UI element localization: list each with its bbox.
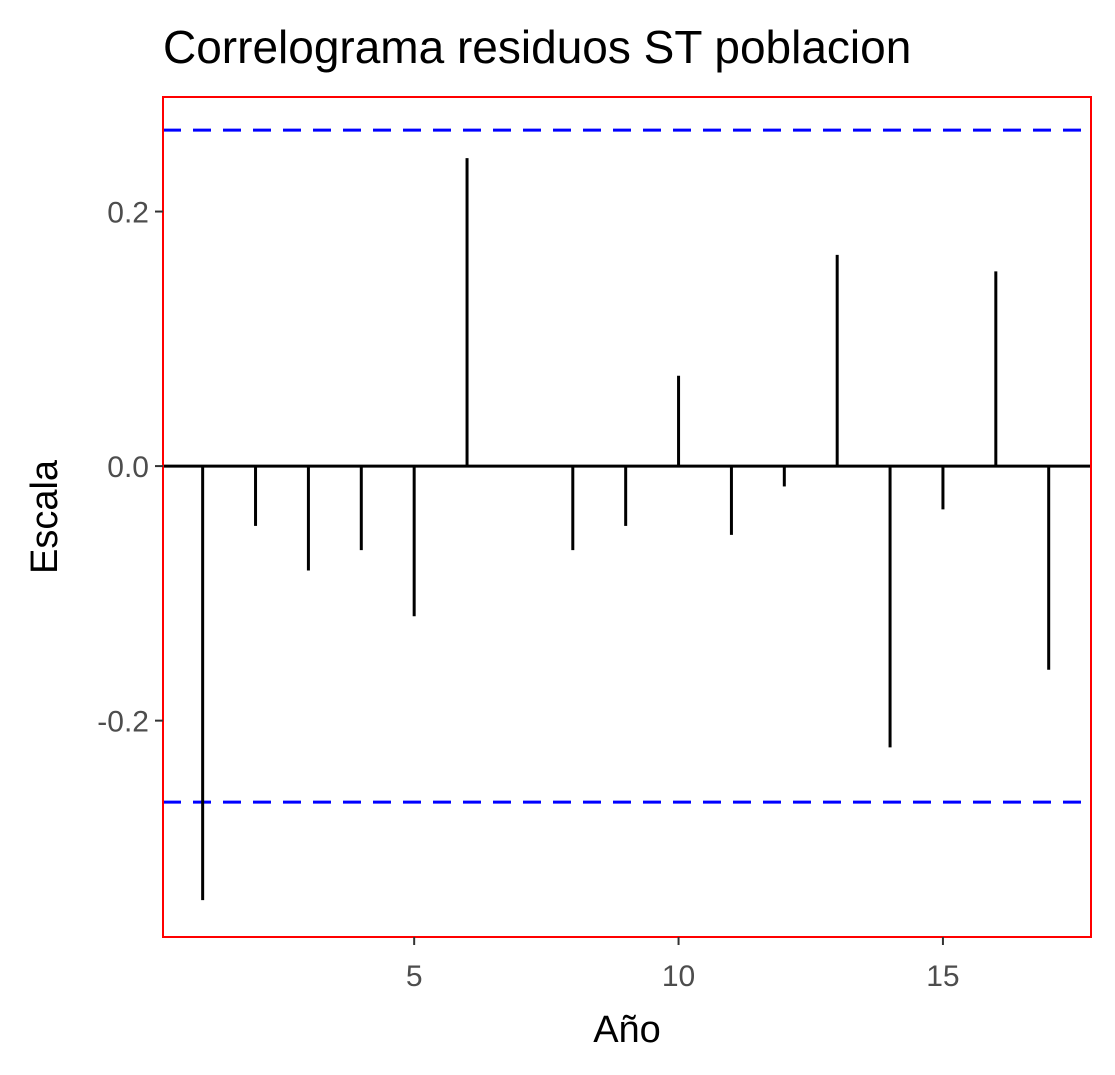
panel-border — [162, 96, 1092, 938]
y-axis-title: Escala — [24, 459, 66, 574]
x-tick-label: 15 — [926, 960, 959, 993]
axis-ticks: 5 10 15 -0.2 0.0 0.2 — [97, 197, 959, 993]
y-tick-label: 0.0 — [107, 451, 149, 484]
y-tick-label: 0.2 — [107, 197, 149, 230]
chart-title: Correlograma residuos ST poblacion — [163, 21, 911, 73]
x-axis-title: Año — [593, 1009, 661, 1051]
x-tick-label: 10 — [662, 960, 695, 993]
plot-marks — [163, 128, 1091, 901]
x-tick-label: 5 — [406, 960, 423, 993]
y-tick-label: -0.2 — [97, 706, 149, 739]
